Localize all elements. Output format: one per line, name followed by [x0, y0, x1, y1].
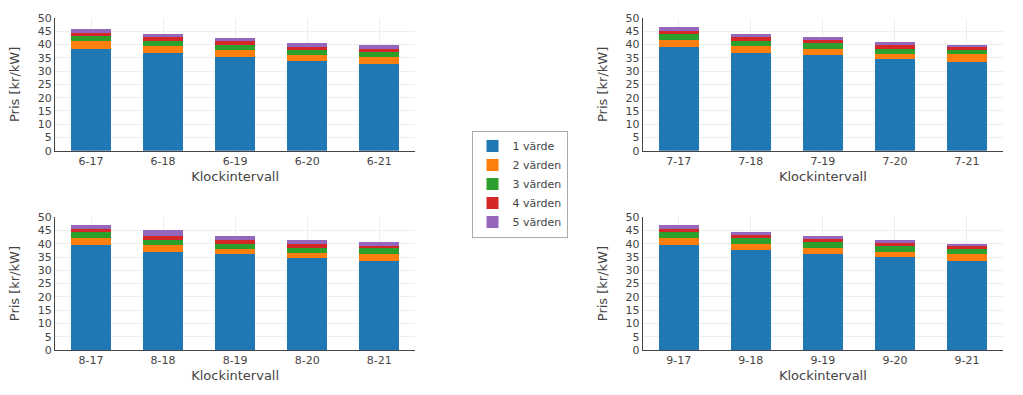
svg-text:8-20: 8-20 — [295, 354, 320, 367]
svg-text:Pris [kr/kW]: Pris [kr/kW] — [7, 246, 22, 321]
svg-text:15: 15 — [626, 304, 640, 317]
svg-text:35: 35 — [38, 251, 52, 264]
svg-text:0: 0 — [633, 145, 640, 158]
svg-text:45: 45 — [626, 224, 640, 237]
svg-text:5: 5 — [633, 131, 640, 144]
svg-text:8-17: 8-17 — [79, 354, 104, 367]
svg-text:9-18: 9-18 — [738, 354, 763, 367]
svg-text:Klockintervall: Klockintervall — [779, 368, 867, 383]
svg-text:Klockintervall: Klockintervall — [191, 169, 279, 184]
svg-text:7-17: 7-17 — [666, 155, 691, 168]
svg-text:6-21: 6-21 — [367, 155, 392, 168]
svg-text:35: 35 — [38, 52, 52, 65]
svg-text:35: 35 — [626, 251, 640, 264]
svg-text:8-21: 8-21 — [367, 354, 392, 367]
svg-text:7-20: 7-20 — [882, 155, 907, 168]
svg-text:40: 40 — [626, 38, 640, 51]
svg-text:9-17: 9-17 — [666, 354, 691, 367]
svg-text:20: 20 — [38, 291, 52, 304]
svg-text:6-18: 6-18 — [151, 155, 176, 168]
svg-text:Pris [kr/kW]: Pris [kr/kW] — [7, 47, 22, 122]
svg-text:Klockintervall: Klockintervall — [779, 169, 867, 184]
svg-text:25: 25 — [626, 78, 640, 91]
svg-text:Klockintervall: Klockintervall — [191, 368, 279, 383]
svg-text:5: 5 — [633, 331, 640, 344]
svg-text:6-19: 6-19 — [223, 155, 248, 168]
svg-text:7-19: 7-19 — [810, 155, 835, 168]
svg-text:3 värden: 3 värden — [513, 178, 562, 191]
svg-text:15: 15 — [38, 105, 52, 118]
svg-text:30: 30 — [38, 65, 52, 78]
svg-text:7-21: 7-21 — [954, 155, 979, 168]
svg-text:5: 5 — [45, 131, 52, 144]
svg-text:25: 25 — [38, 78, 52, 91]
svg-text:6-17: 6-17 — [79, 155, 104, 168]
svg-text:50: 50 — [626, 211, 640, 224]
svg-text:7-18: 7-18 — [738, 155, 763, 168]
svg-text:25: 25 — [38, 277, 52, 290]
svg-text:50: 50 — [38, 12, 52, 25]
svg-text:5: 5 — [45, 331, 52, 344]
svg-text:20: 20 — [626, 92, 640, 105]
svg-text:50: 50 — [626, 12, 640, 25]
svg-text:30: 30 — [626, 264, 640, 277]
svg-text:10: 10 — [38, 118, 52, 131]
svg-text:10: 10 — [626, 317, 640, 330]
svg-text:8-19: 8-19 — [223, 354, 248, 367]
svg-text:10: 10 — [626, 118, 640, 131]
svg-text:10: 10 — [38, 317, 52, 330]
svg-text:15: 15 — [626, 105, 640, 118]
svg-text:30: 30 — [38, 264, 52, 277]
svg-text:25: 25 — [626, 277, 640, 290]
svg-text:30: 30 — [626, 65, 640, 78]
svg-text:1 värde: 1 värde — [513, 140, 555, 153]
svg-text:15: 15 — [38, 304, 52, 317]
svg-text:40: 40 — [38, 238, 52, 251]
svg-text:45: 45 — [38, 25, 52, 38]
svg-text:2 värden: 2 värden — [513, 159, 562, 172]
svg-text:4 värden: 4 värden — [513, 197, 562, 210]
svg-text:45: 45 — [38, 224, 52, 237]
svg-text:6-20: 6-20 — [295, 155, 320, 168]
svg-text:40: 40 — [38, 38, 52, 51]
svg-text:9-21: 9-21 — [954, 354, 979, 367]
svg-text:0: 0 — [45, 145, 52, 158]
svg-text:35: 35 — [626, 52, 640, 65]
svg-text:9-19: 9-19 — [810, 354, 835, 367]
svg-text:0: 0 — [633, 344, 640, 357]
svg-text:45: 45 — [626, 25, 640, 38]
svg-text:Pris [kr/kW]: Pris [kr/kW] — [595, 47, 610, 122]
svg-text:50: 50 — [38, 211, 52, 224]
svg-text:20: 20 — [38, 92, 52, 105]
svg-text:20: 20 — [626, 291, 640, 304]
svg-text:Pris [kr/kW]: Pris [kr/kW] — [595, 246, 610, 321]
svg-text:5 värden: 5 värden — [513, 216, 562, 229]
svg-text:40: 40 — [626, 238, 640, 251]
svg-text:8-18: 8-18 — [151, 354, 176, 367]
svg-text:9-20: 9-20 — [882, 354, 907, 367]
svg-text:0: 0 — [45, 344, 52, 357]
